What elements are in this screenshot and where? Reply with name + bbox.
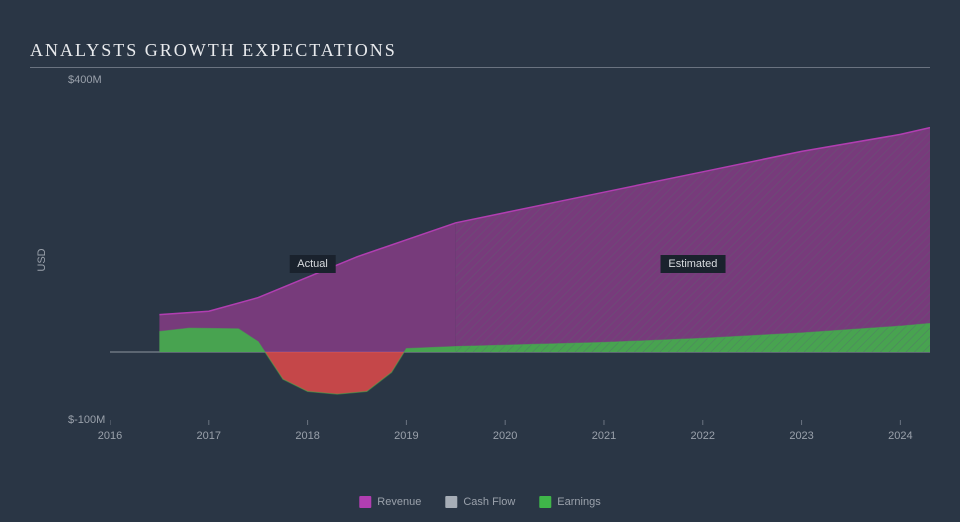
x-tick: 2022: [691, 430, 715, 442]
legend: Revenue Cash Flow Earnings: [359, 496, 600, 508]
legend-item-earnings: Earnings: [539, 496, 600, 508]
y-axis-label: USD: [36, 248, 48, 271]
legend-label: Earnings: [557, 496, 600, 508]
earnings-swatch: [539, 496, 551, 508]
x-tick: 2020: [493, 430, 517, 442]
y-tick: $-100M: [68, 414, 105, 426]
x-tick: 2016: [98, 430, 122, 442]
y-tick: $400M: [68, 74, 102, 86]
x-tick: 2021: [592, 430, 616, 442]
x-tick: 2024: [888, 430, 912, 442]
legend-label: Cash Flow: [463, 496, 515, 508]
revenue-swatch: [359, 496, 371, 508]
annotation-label: Actual: [289, 255, 336, 273]
x-tick: 2023: [789, 430, 813, 442]
x-tick: 2017: [197, 430, 221, 442]
cashflow-swatch: [445, 496, 457, 508]
x-tick: 2019: [394, 430, 418, 442]
legend-item-cashflow: Cash Flow: [445, 496, 515, 508]
chart-title: ANALYSTS GROWTH EXPECTATIONS: [30, 40, 930, 67]
legend-label: Revenue: [377, 496, 421, 508]
plot-area: USD $400M$-100M2016201720182019202020212…: [50, 70, 930, 450]
x-tick: 2018: [295, 430, 319, 442]
legend-item-revenue: Revenue: [359, 496, 421, 508]
title-underline: [30, 67, 930, 68]
annotation-label: Estimated: [660, 255, 725, 273]
chart-svg: [110, 70, 930, 450]
chart-container: ANALYSTS GROWTH EXPECTATIONS USD $400M $-…: [30, 40, 930, 450]
